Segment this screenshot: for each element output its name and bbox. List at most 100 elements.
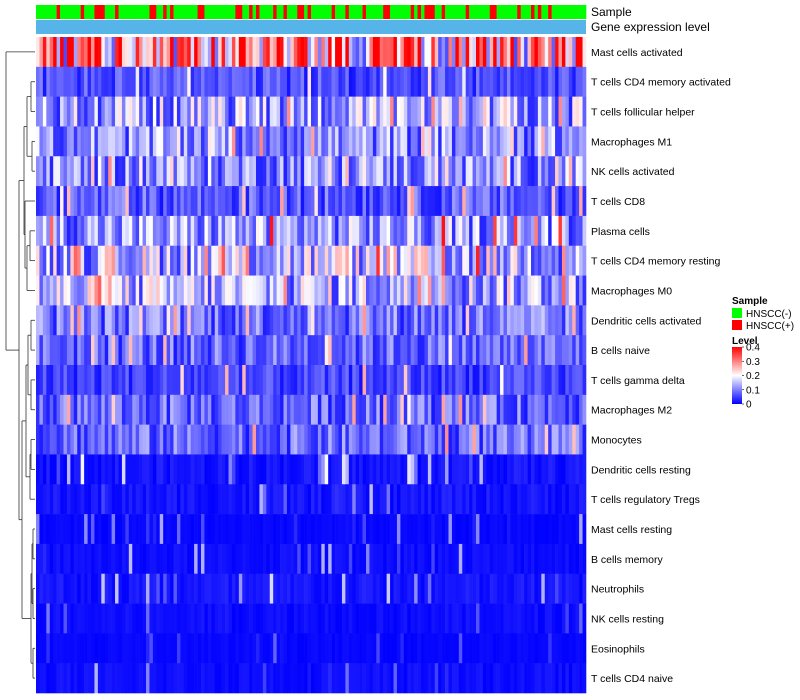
heatmap-cell <box>73 186 78 217</box>
heatmap-cell <box>503 156 508 187</box>
heatmap-cell <box>242 424 246 455</box>
heatmap-cell <box>531 603 535 634</box>
heatmap-cell <box>231 663 236 694</box>
heatmap-cell <box>324 37 329 68</box>
heatmap-cell <box>348 186 353 217</box>
heatmap-cell <box>77 275 81 306</box>
heatmap-cell <box>531 275 535 306</box>
heatmap-cell <box>541 335 546 366</box>
heatmap-cell <box>431 245 436 276</box>
heatmap-cell <box>544 424 549 455</box>
heatmap-cell <box>228 514 233 545</box>
heatmap-cell <box>551 335 556 366</box>
heatmap-cell <box>104 454 109 485</box>
heatmap-cell <box>149 454 154 485</box>
heatmap-cell <box>555 215 559 247</box>
heatmap-cell <box>176 156 181 187</box>
heatmap-cell <box>111 186 116 217</box>
heatmap-cell <box>383 335 387 366</box>
heatmap-cell <box>259 454 264 485</box>
heatmap-cell <box>42 245 47 276</box>
heatmap-cell <box>276 186 281 217</box>
heatmap-cell <box>115 245 119 276</box>
heatmap-cell <box>345 96 350 127</box>
heatmap-cell <box>204 245 209 276</box>
heatmap-cell <box>231 543 236 575</box>
heatmap-cell <box>132 335 136 366</box>
heatmap-cell <box>252 126 257 157</box>
heatmap-cell <box>355 156 360 187</box>
heatmap-cell <box>139 275 143 306</box>
heatmap-cell <box>297 663 301 694</box>
heatmap-cell <box>80 66 85 97</box>
heatmap-cell <box>379 424 384 455</box>
heatmap-cell <box>152 514 157 545</box>
heatmap-cell <box>276 365 281 396</box>
heatmap-cell <box>207 663 212 694</box>
heatmap-cell <box>84 514 88 545</box>
heatmap-cell <box>486 245 491 276</box>
heatmap-cell <box>159 484 164 515</box>
heatmap-cell <box>290 37 295 68</box>
heatmap-cell <box>80 126 85 157</box>
heatmap-cell <box>49 305 54 336</box>
sample-annotation-cell <box>84 5 88 19</box>
heatmap-cell <box>400 454 405 485</box>
heatmap-cell <box>304 215 308 247</box>
heatmap-cell <box>400 514 405 545</box>
heatmap-cell <box>256 186 260 217</box>
heatmap-cell <box>228 603 233 634</box>
heatmap-cell <box>63 454 68 485</box>
heatmap-cell <box>493 603 497 634</box>
heatmap-cell <box>60 156 64 187</box>
heatmap-cell <box>568 96 573 127</box>
heatmap-cell <box>451 96 456 127</box>
heatmap-cell <box>537 633 542 664</box>
heatmap-cell <box>101 245 106 276</box>
heatmap-cell <box>383 543 387 575</box>
heatmap-cell <box>156 66 161 97</box>
heatmap-cell <box>290 66 295 97</box>
heatmap-cell <box>400 96 405 127</box>
heatmap-cell <box>201 275 205 306</box>
heatmap-cell <box>91 186 95 217</box>
heatmap-cell <box>534 573 539 604</box>
sample-annotation-cell <box>544 5 549 19</box>
heatmap-cell <box>159 186 164 217</box>
heatmap-cell <box>56 37 61 68</box>
heatmap-cell <box>159 514 164 545</box>
heatmap-cell <box>146 186 150 217</box>
heatmap-cell <box>197 543 202 575</box>
heatmap-cell <box>135 156 140 187</box>
heatmap-cell <box>396 573 401 604</box>
heatmap-cell <box>42 275 47 306</box>
heatmap-cell <box>314 365 319 396</box>
heatmap-cell <box>383 66 387 97</box>
heatmap-cell <box>280 305 284 336</box>
heatmap-cell <box>53 186 57 217</box>
heatmap-cell <box>163 335 167 366</box>
heatmap-cell <box>451 305 456 336</box>
heatmap-cell <box>362 514 367 545</box>
heatmap-cell <box>80 394 85 425</box>
heatmap-cell <box>551 543 556 575</box>
heatmap-cell <box>293 96 298 127</box>
heatmap-cell <box>152 633 157 664</box>
heatmap-cell <box>159 633 164 664</box>
heatmap-cell <box>489 305 494 336</box>
heatmap-cell <box>108 514 112 545</box>
heatmap-cell <box>142 215 147 247</box>
heatmap-cell <box>493 394 497 425</box>
heatmap-cell <box>317 424 322 455</box>
heatmap-cell <box>531 96 535 127</box>
heatmap-cell <box>579 633 583 664</box>
heatmap-cell <box>510 156 515 187</box>
heatmap-cell <box>197 275 202 306</box>
heatmap-cell <box>60 126 64 157</box>
heatmap-cell <box>297 484 301 515</box>
heatmap-cell <box>376 96 381 127</box>
heatmap-cell <box>245 365 250 396</box>
heatmap-cell <box>465 305 470 336</box>
heatmap-cell <box>390 215 394 247</box>
heatmap-cell <box>500 305 504 336</box>
